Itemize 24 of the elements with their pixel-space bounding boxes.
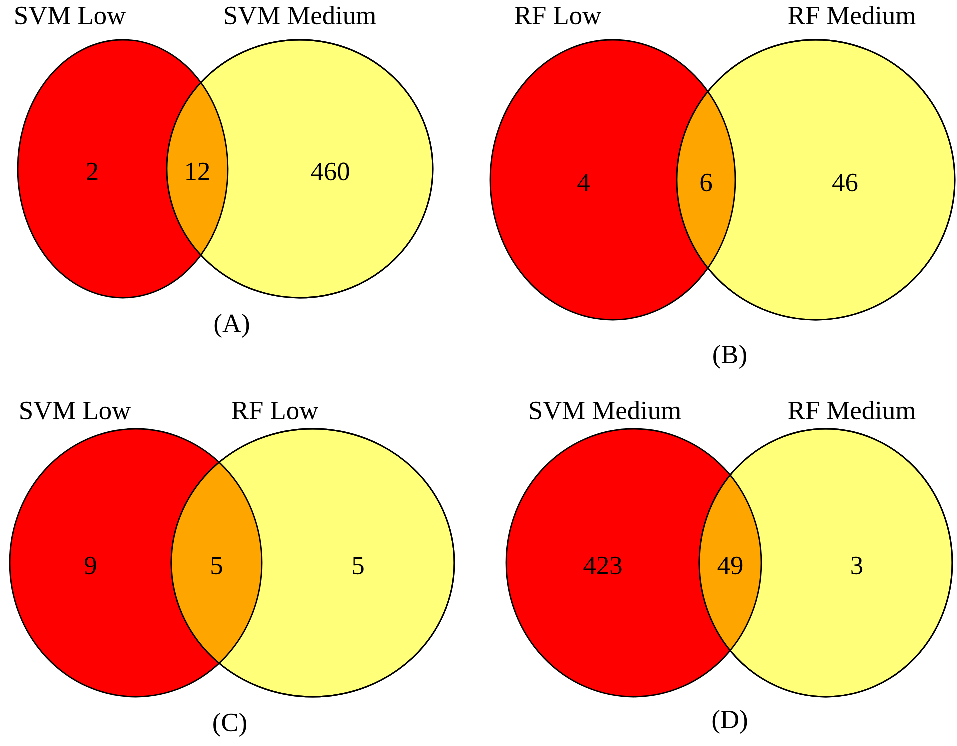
data-label: 5 [353,557,364,575]
text: (A) [214,314,250,338]
category-label: RF Medium [788,401,916,420]
data-label: 49 [718,556,743,575]
category-label: SVM Medium [530,401,682,420]
data-label: 460 [311,162,350,181]
data-label: 2 [87,162,98,180]
data-label: 46 [832,174,858,192]
category-label: RF Low [232,402,319,420]
data-label: 3 [852,556,863,575]
data-label: 5 [212,557,222,575]
category-label: RF Medium [788,6,916,25]
text: (B) [714,345,746,369]
data-label: 12 [186,162,210,180]
category-label: SVM Low [20,402,131,420]
data-label: 6 [700,174,712,192]
category-label: SVM Low [16,6,126,25]
data-label: 423 [584,556,622,575]
text: (D) [712,710,748,734]
category-label: RF Low [515,7,602,25]
text: (C) [214,713,246,737]
category-label: SVM Medium [225,6,376,25]
data-label: 4 [578,174,590,192]
data-label: 9 [85,556,96,575]
